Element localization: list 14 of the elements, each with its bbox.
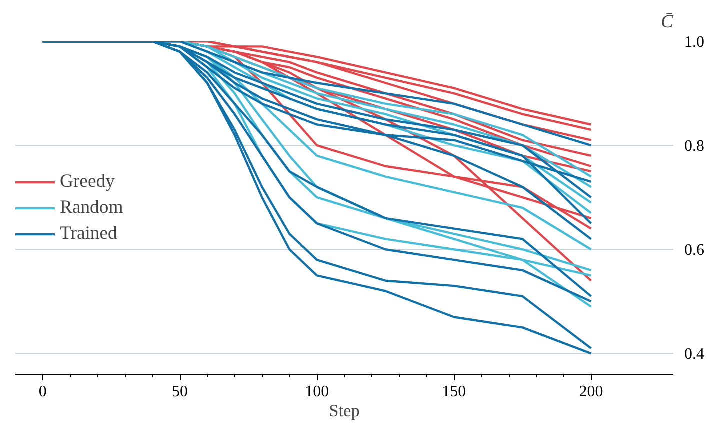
x-tick-label: 50 xyxy=(172,384,188,400)
y-tick-label: 0.4 xyxy=(684,346,704,364)
y-tick-label: 0.8 xyxy=(684,138,704,156)
legend-label: Random xyxy=(60,196,124,218)
x-tick-label: 200 xyxy=(579,384,604,400)
x-tick-label: 0 xyxy=(38,384,47,400)
x-tick-label: 100 xyxy=(305,384,330,400)
y-tick-label: 1.0 xyxy=(684,34,704,51)
legend-label: Greedy xyxy=(60,170,115,192)
x-tick-label: 150 xyxy=(442,384,466,400)
y-axis-title: C̄ xyxy=(661,12,674,32)
x-axis-title: Step xyxy=(329,402,360,420)
y-tick-label: 0.6 xyxy=(684,242,704,260)
legend-label: Trained xyxy=(60,222,118,244)
